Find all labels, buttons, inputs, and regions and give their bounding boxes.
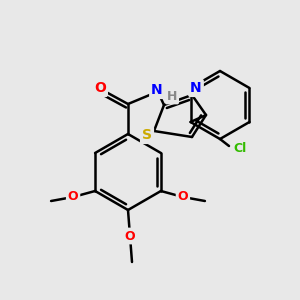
Text: Cl: Cl [233, 142, 247, 155]
Text: N: N [190, 81, 202, 95]
Text: H: H [167, 89, 177, 103]
Text: O: O [178, 190, 188, 203]
Text: S: S [142, 128, 152, 142]
Text: O: O [68, 190, 78, 203]
Text: O: O [94, 81, 106, 95]
Text: O: O [125, 230, 135, 242]
Text: N: N [151, 83, 163, 97]
